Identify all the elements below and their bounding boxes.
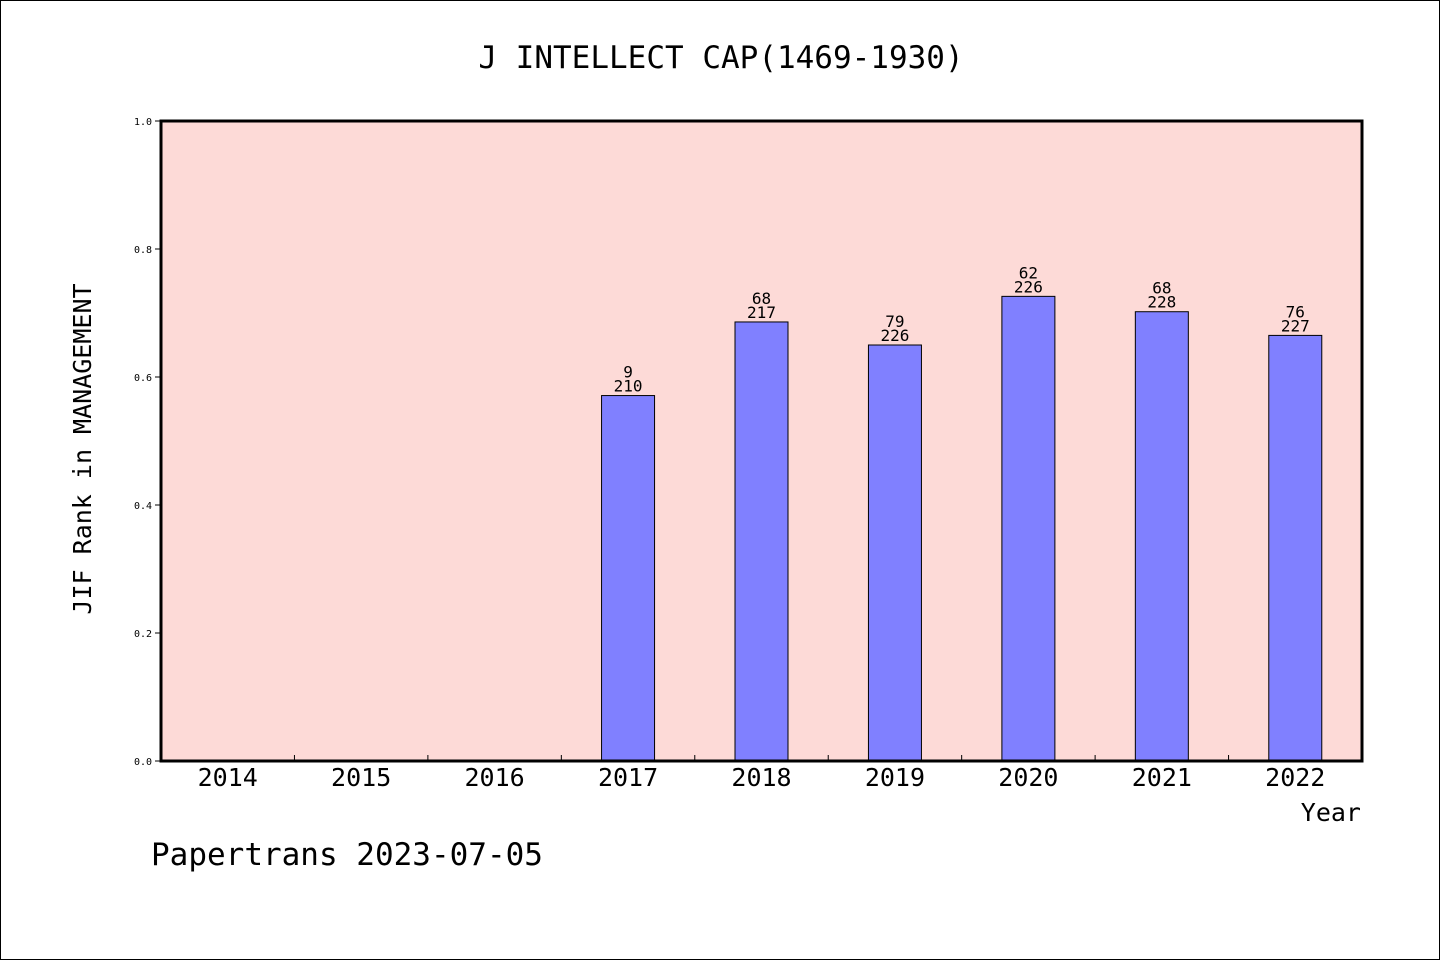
y-tick-label: 0.0 <box>134 757 152 768</box>
plot-frame <box>159 119 1364 763</box>
y-tick-label: 0.8 <box>134 245 152 256</box>
bar-total-label: 228 <box>1147 293 1176 312</box>
bar <box>867 344 922 762</box>
x-tick-label: 2019 <box>865 763 925 792</box>
x-tick-label: 2014 <box>198 763 258 792</box>
y-axis-label: JIF Rank in MANAGEMENT <box>68 283 97 614</box>
bar-rank-label: 79 <box>885 312 904 331</box>
x-tick-label: 2015 <box>331 763 391 792</box>
bar-rank-label: 68 <box>1152 279 1171 298</box>
bar-rank-label: 9 <box>623 363 633 382</box>
bar-total-label: 226 <box>880 326 909 345</box>
bar-total-label: 210 <box>614 377 643 396</box>
y-tick-label: 0.6 <box>134 373 152 384</box>
y-tick-label: 0.2 <box>134 629 152 640</box>
x-tick-label: 2017 <box>598 763 658 792</box>
bar <box>1134 311 1189 762</box>
x-tick-label: 2016 <box>465 763 525 792</box>
x-axis-label: Year <box>1301 798 1361 827</box>
y-axis: 0.0 0.2 0.4 0.6 0.8 1.0 <box>134 117 161 768</box>
x-tick-label: 2020 <box>998 763 1058 792</box>
chart-title: J INTELLECT CAP(1469-1930) <box>478 40 963 76</box>
bar-rank-label: 68 <box>752 289 771 308</box>
bar <box>1001 295 1056 762</box>
x-tick-label: 2018 <box>731 763 791 792</box>
bar <box>734 321 789 762</box>
y-tick-label: 0.4 <box>134 501 152 512</box>
bar-total-label: 226 <box>1014 277 1043 296</box>
bar <box>1268 334 1323 762</box>
bar-total-label: 227 <box>1281 316 1310 335</box>
y-tick-label: 1.0 <box>134 117 152 128</box>
bar-total-label: 217 <box>747 303 776 322</box>
footer-source-date: Papertrans 2023-07-05 <box>151 837 543 873</box>
bar-rank-label: 62 <box>1019 263 1038 282</box>
bar-rank-label: 76 <box>1286 302 1305 321</box>
bar <box>601 395 656 762</box>
x-tick-label: 2022 <box>1265 763 1325 792</box>
x-axis: 2014 2015 2016 2017 2018 2019 2020 2021 2022 <box>198 755 1325 792</box>
x-tick-label: 2021 <box>1132 763 1192 792</box>
